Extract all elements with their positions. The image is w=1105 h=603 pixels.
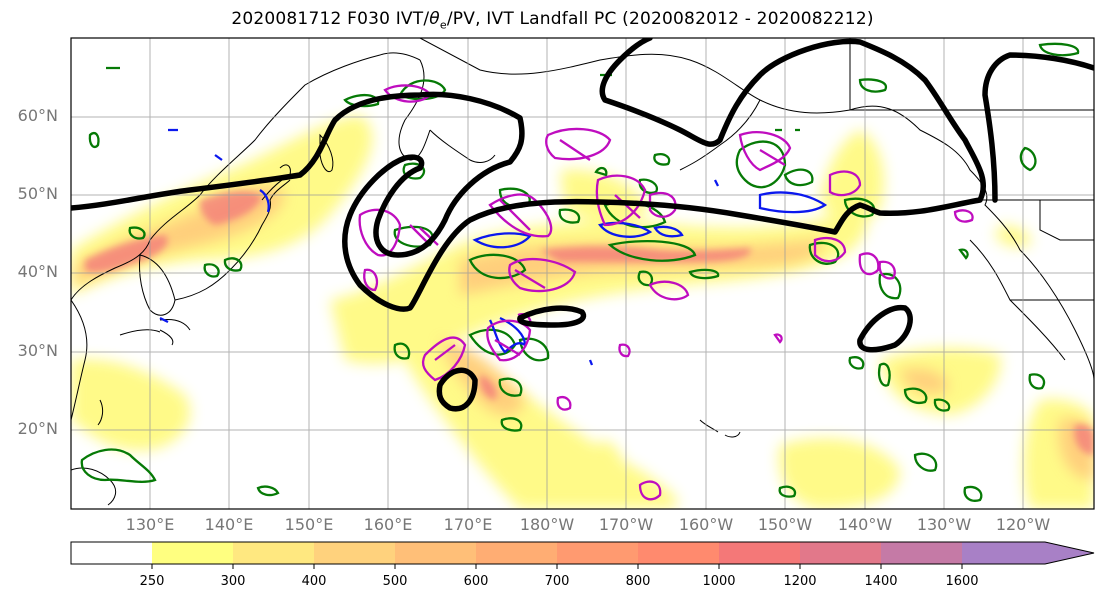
lon-label: 170°E (443, 515, 493, 534)
colorbar-bin (881, 542, 962, 564)
colorbar-tick-label: 500 (382, 574, 408, 589)
colorbar (71, 542, 1094, 569)
landfall-pc-contours (71, 38, 1094, 412)
gridlines (71, 38, 1094, 509)
lat-label: 60°N (17, 106, 58, 125)
colorbar-bin (476, 542, 557, 564)
colorbar-tick-label: 1000 (702, 574, 736, 589)
lon-label: 180°W (519, 515, 575, 534)
colorbar-tick-label: 700 (544, 574, 570, 589)
colorbar-frame (70, 541, 1095, 565)
lon-label: 150°W (757, 515, 813, 534)
lat-label: 50°N (17, 184, 58, 203)
colorbar-tick-label: 1400 (864, 574, 898, 589)
colorbar-bin (719, 542, 800, 564)
lat-label: 20°N (17, 419, 58, 438)
colorbar-tick-label: 800 (625, 574, 651, 589)
lon-label: 120°W (995, 515, 1051, 534)
colorbar-bin (638, 542, 719, 564)
pv-negative-contours (159, 128, 828, 366)
colorbar-tick-label: 300 (220, 574, 246, 589)
map-panel (71, 38, 1094, 509)
colorbar-tick-label: 1600 (945, 574, 979, 589)
colorbar-tick-label: 250 (139, 574, 165, 589)
colorbar-tick-label: 400 (301, 574, 327, 589)
colorbar-bin (314, 542, 395, 564)
map-title: 2020081712 F030 IVT/θe/PV, IVT Landfall … (231, 9, 874, 32)
map-frame (70, 37, 1095, 510)
lon-label: 170°W (598, 515, 654, 534)
lon-label: 130°E (125, 515, 175, 534)
lat-label: 40°N (17, 262, 58, 281)
lon-label: 140°W (837, 515, 893, 534)
lon-label: 150°E (284, 515, 334, 534)
lon-label: 140°E (204, 515, 254, 534)
colorbar-tick-label: 600 (463, 574, 489, 589)
lat-label: 30°N (17, 341, 58, 360)
lon-label: 160°E (363, 515, 413, 534)
lon-label: 160°W (678, 515, 734, 534)
colorbar-bin (152, 542, 233, 564)
colorbar-bin (962, 542, 1094, 564)
colorbar-bin (395, 542, 476, 564)
colorbar-bin (800, 542, 881, 564)
colorbar-bin (233, 542, 314, 564)
colorbar-tick-label: 1200 (783, 574, 817, 589)
lon-label: 130°W (916, 515, 972, 534)
colorbar-bin-below (71, 542, 152, 564)
colorbar-bin (557, 542, 638, 564)
